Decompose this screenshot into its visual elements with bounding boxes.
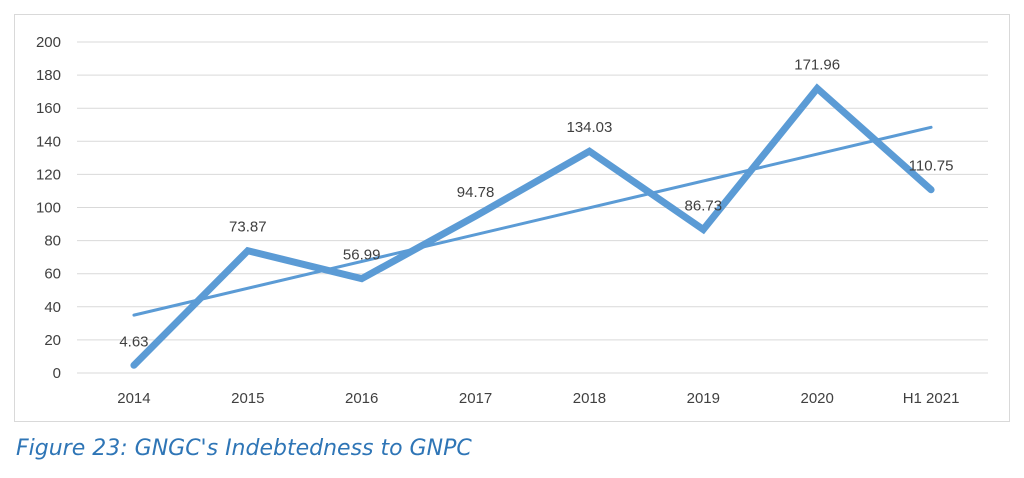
trendline (132, 125, 933, 317)
line-chart: 0 20 40 60 80 100 120 140 160 180 200 2014 2015 2016… (36, 34, 988, 407)
data-label: 86.73 (685, 197, 723, 214)
chart-frame (14, 14, 1010, 422)
x-tick-label: 2020 (801, 390, 834, 407)
y-tick-label: 200 (36, 34, 61, 51)
y-tick-label: 160 (36, 100, 61, 117)
figure-caption: Figure 23: GNGC's Indebtedness to GNPC (16, 436, 472, 461)
data-label: 4.63 (119, 333, 148, 350)
data-label: 171.96 (794, 56, 840, 73)
data-label: 73.87 (229, 219, 267, 236)
data-label: 134.03 (566, 119, 612, 136)
x-tick-label: 2014 (117, 390, 150, 407)
x-tick-label: 2018 (573, 390, 606, 407)
trendline-layer (132, 125, 933, 317)
series-line (130, 83, 935, 369)
y-tick-label: 180 (36, 67, 61, 84)
y-tick-label: 40 (44, 299, 61, 316)
x-tick-label: 2015 (231, 390, 264, 407)
x-tick-label: 2019 (687, 390, 720, 407)
data-label: 110.75 (909, 158, 954, 175)
series-layer (130, 83, 935, 369)
x-axis-tick-labels: 2014 2015 2016 2017 2018 2019 2020 H1 2021 (117, 390, 959, 407)
y-tick-label: 100 (36, 200, 61, 217)
y-tick-label: 120 (36, 166, 61, 183)
y-tick-label: 80 (44, 233, 61, 250)
x-tick-label: 2016 (345, 390, 378, 407)
y-axis-tick-labels: 0 20 40 60 80 100 120 140 160 180 200 (36, 34, 61, 382)
gridlines (77, 41, 988, 374)
data-label: 94.78 (457, 184, 495, 201)
y-tick-label: 60 (44, 266, 61, 283)
y-tick-label: 140 (36, 133, 61, 150)
data-labels: 4.63 73.87 56.99 94.78 134.03 86.73 171.96 110.… (119, 56, 953, 350)
x-tick-label: 2017 (459, 390, 492, 407)
x-tick-label: H1 2021 (903, 390, 960, 407)
y-tick-label: 0 (53, 365, 61, 382)
y-tick-label: 20 (44, 332, 61, 349)
data-label: 56.99 (343, 247, 381, 264)
